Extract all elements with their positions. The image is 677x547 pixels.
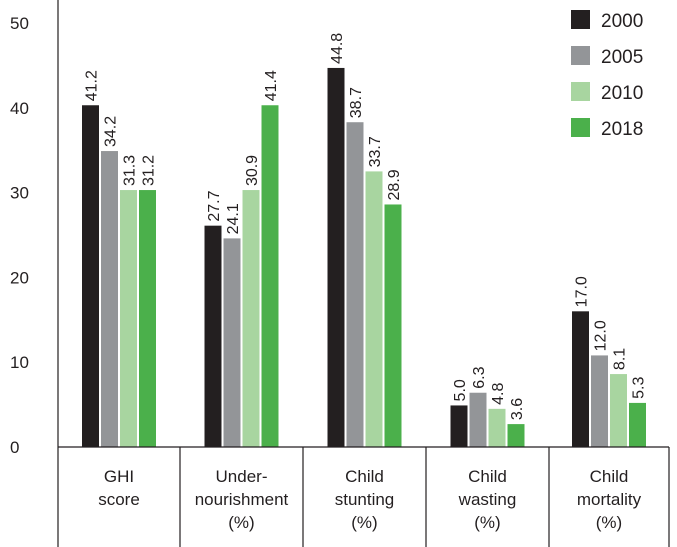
data-label: 41.4 — [263, 70, 280, 101]
y-tick-label: 50 — [10, 14, 29, 33]
bar — [384, 204, 402, 447]
data-label: 31.2 — [141, 155, 158, 186]
data-label: 24.1 — [225, 203, 242, 234]
data-label: 17.0 — [574, 276, 591, 307]
bar — [242, 190, 260, 447]
bar — [204, 225, 222, 447]
data-label: 30.9 — [244, 155, 261, 186]
data-label: 5.3 — [631, 377, 648, 399]
data-label: 34.2 — [103, 116, 120, 147]
data-label: 12.0 — [593, 320, 610, 351]
bar — [469, 392, 487, 447]
bar — [488, 408, 506, 447]
data-label: 38.7 — [348, 87, 365, 118]
bar — [629, 402, 646, 447]
data-label: 3.6 — [509, 398, 526, 420]
bar — [139, 190, 156, 447]
x-tick-label: Child mortality (%) — [577, 467, 642, 532]
y-tick-label: 20 — [10, 268, 29, 287]
legend-label: 2010 — [601, 83, 643, 104]
bar — [450, 405, 468, 447]
bar — [507, 424, 525, 447]
bar — [591, 355, 608, 447]
data-label: 41.2 — [84, 70, 101, 101]
bar — [82, 105, 99, 448]
bar — [346, 122, 364, 447]
data-label: 4.8 — [490, 382, 507, 404]
data-label: 33.7 — [367, 136, 384, 167]
data-label: 6.3 — [471, 366, 488, 388]
y-tick-label: 10 — [10, 353, 29, 372]
legend-label: 2005 — [601, 47, 643, 68]
bar — [610, 374, 627, 447]
data-label: 27.7 — [206, 190, 223, 221]
x-tick-label: Under-nourishment (%) — [195, 467, 289, 532]
x-tick-label: Child wasting (%) — [458, 467, 517, 532]
data-label: 31.3 — [122, 155, 139, 186]
x-tick-label: GHI score — [98, 467, 140, 509]
y-tick-label: 30 — [10, 184, 29, 203]
data-label: 5.0 — [452, 379, 469, 401]
bar — [365, 171, 383, 447]
legend-label: 2018 — [601, 119, 643, 140]
y-tick-label: 40 — [10, 99, 29, 118]
legend-swatch — [571, 10, 590, 29]
x-tick-label: Child stunting (%) — [335, 467, 395, 532]
bar — [223, 238, 241, 447]
data-label: 44.8 — [329, 33, 346, 64]
y-tick-label: 0 — [10, 438, 19, 457]
bar — [261, 105, 279, 448]
legend-swatch — [571, 46, 590, 65]
bar — [327, 67, 345, 447]
bar — [572, 311, 589, 447]
legend-label: 2000 — [601, 11, 643, 32]
data-label: 28.9 — [386, 169, 403, 200]
bar — [120, 190, 137, 447]
data-label: 8.1 — [612, 348, 629, 370]
legend-swatch — [571, 82, 590, 101]
legend-swatch — [571, 118, 590, 137]
bar — [101, 151, 118, 447]
